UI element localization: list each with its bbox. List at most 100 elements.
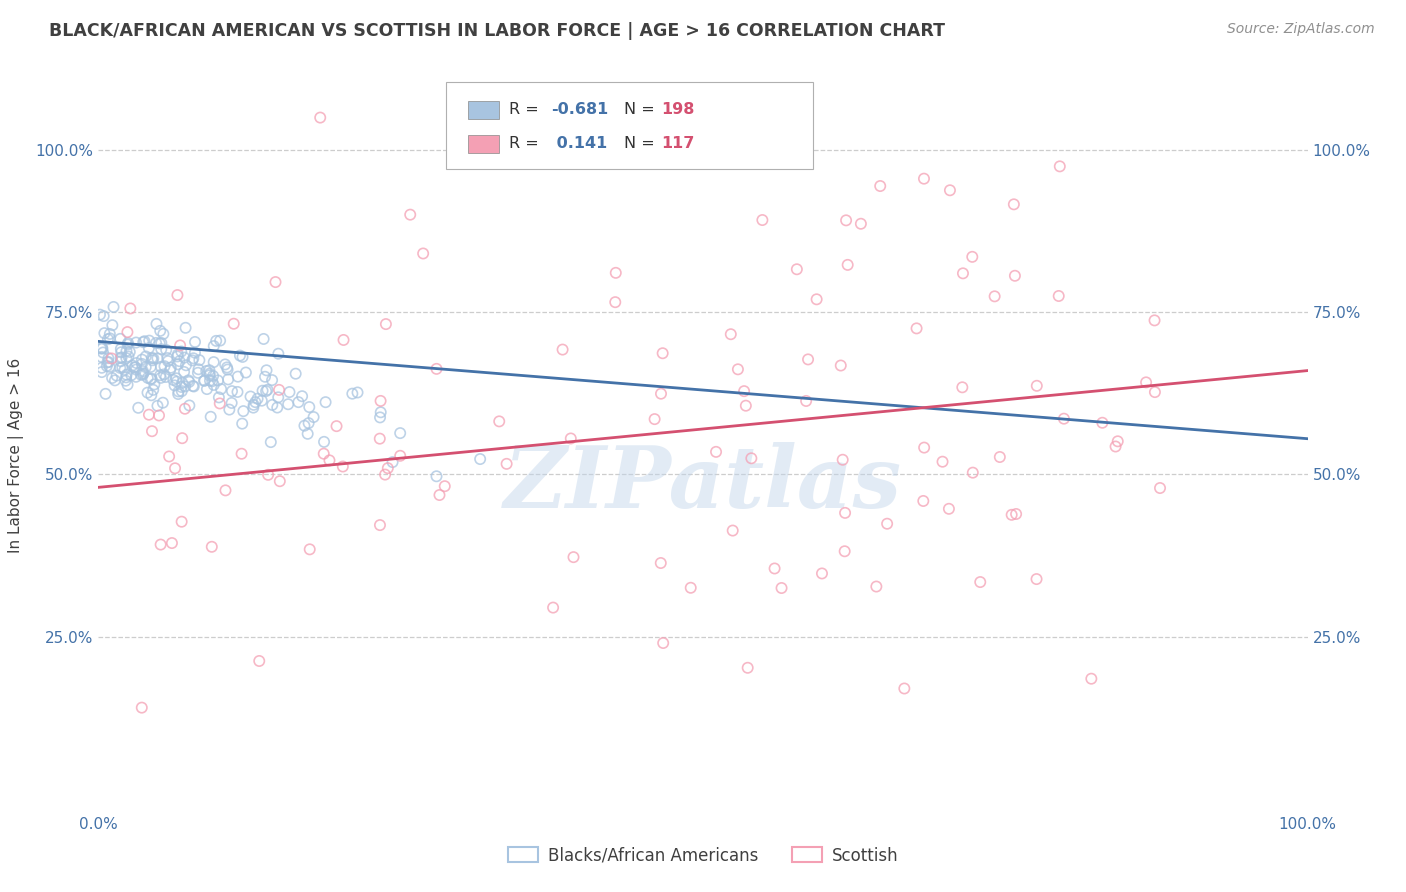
- Point: [1025, 379, 1047, 393]
- Point: [217, 362, 239, 376]
- Point: [181, 379, 204, 393]
- Point: [207, 374, 229, 388]
- Point: [374, 317, 396, 331]
- Point: [146, 399, 169, 413]
- Point: [278, 385, 301, 400]
- Point: [201, 374, 224, 388]
- Point: [831, 452, 853, 467]
- Point: [287, 395, 309, 409]
- Point: [177, 373, 200, 387]
- Point: [202, 339, 225, 353]
- Point: [183, 351, 205, 366]
- Point: [146, 351, 169, 366]
- Point: [811, 566, 834, 581]
- Point: [97, 332, 120, 346]
- Point: [202, 378, 225, 392]
- Point: [101, 371, 124, 385]
- Point: [110, 354, 132, 368]
- Point: [139, 372, 162, 386]
- Point: [1143, 313, 1166, 327]
- Point: [291, 389, 314, 403]
- Point: [166, 375, 188, 389]
- Point: [184, 345, 207, 359]
- Point: [256, 383, 278, 397]
- Point: [214, 358, 236, 372]
- Point: [155, 370, 177, 384]
- Point: [149, 359, 172, 374]
- Point: [187, 366, 209, 380]
- Point: [150, 335, 173, 350]
- Point: [325, 419, 347, 434]
- Point: [125, 362, 148, 376]
- Point: [135, 360, 157, 375]
- Point: [298, 542, 321, 557]
- Point: [368, 518, 391, 533]
- Point: [111, 351, 134, 365]
- Point: [1004, 268, 1026, 283]
- Point: [257, 467, 280, 482]
- Point: [1149, 481, 1171, 495]
- Point: [1080, 672, 1102, 686]
- Point: [246, 392, 269, 406]
- Point: [231, 350, 253, 364]
- Point: [734, 399, 756, 413]
- Point: [1025, 572, 1047, 586]
- Point: [110, 345, 132, 359]
- Point: [117, 337, 139, 351]
- Point: [763, 561, 786, 575]
- Point: [155, 343, 177, 357]
- Point: [173, 351, 195, 365]
- Point: [231, 447, 253, 461]
- Text: -0.681: -0.681: [551, 103, 609, 117]
- Point: [132, 364, 155, 378]
- Point: [876, 516, 898, 531]
- Point: [252, 332, 274, 346]
- Point: [169, 354, 191, 368]
- Point: [488, 414, 510, 428]
- Point: [834, 544, 856, 558]
- Point: [433, 479, 456, 493]
- Point: [149, 336, 172, 351]
- Point: [145, 335, 167, 350]
- Point: [110, 351, 132, 365]
- Point: [166, 288, 188, 302]
- Point: [141, 351, 163, 365]
- Point: [374, 467, 396, 482]
- Point: [153, 368, 176, 382]
- Point: [737, 661, 759, 675]
- Point: [1135, 376, 1157, 390]
- Point: [103, 300, 125, 314]
- Point: [425, 362, 447, 376]
- Point: [1091, 416, 1114, 430]
- Point: [166, 350, 188, 364]
- Point: [704, 445, 727, 459]
- Text: R =: R =: [509, 136, 538, 151]
- Point: [174, 320, 197, 334]
- Point: [250, 393, 273, 408]
- Point: [149, 538, 172, 552]
- Point: [650, 556, 672, 570]
- Point: [806, 293, 828, 307]
- Point: [209, 334, 232, 348]
- Point: [969, 575, 991, 590]
- Point: [962, 466, 984, 480]
- Point: [165, 371, 187, 385]
- Point: [605, 266, 627, 280]
- Point: [138, 341, 160, 355]
- Point: [100, 351, 122, 366]
- Point: [389, 426, 412, 441]
- Point: [208, 391, 231, 405]
- Point: [252, 384, 274, 398]
- Point: [912, 494, 935, 508]
- Point: [267, 347, 290, 361]
- Point: [370, 393, 392, 408]
- Point: [174, 379, 197, 393]
- Point: [1001, 508, 1024, 522]
- Point: [90, 350, 112, 364]
- Point: [298, 416, 321, 430]
- Point: [222, 317, 245, 331]
- Point: [93, 326, 115, 340]
- Point: [342, 386, 364, 401]
- Point: [849, 217, 872, 231]
- Point: [179, 399, 201, 413]
